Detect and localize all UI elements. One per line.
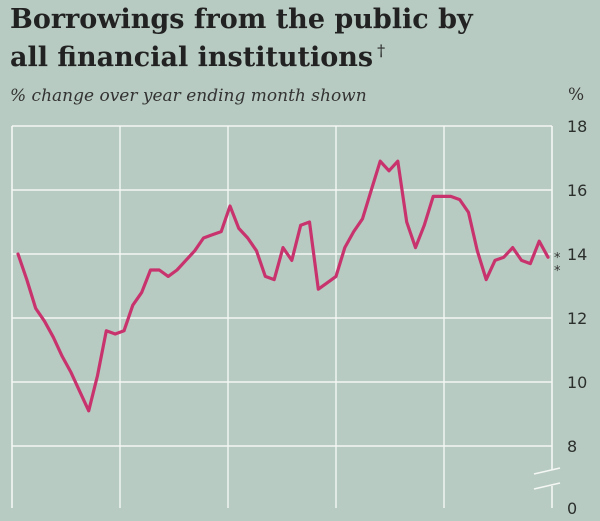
series-line-borrowings xyxy=(16,159,550,413)
chart-title: Borrowings from the public by all financ… xyxy=(10,4,530,73)
axis-break-mark-2 xyxy=(533,482,561,490)
title-line-2: all financial institutions xyxy=(10,42,374,73)
annotation-asterisk-1: * xyxy=(554,251,561,266)
annotation-group: ** xyxy=(554,251,561,279)
y-tick-label-zero: 0 xyxy=(567,499,577,518)
annotation-asterisk-2: * xyxy=(554,264,561,279)
title-dagger-mark: † xyxy=(377,41,386,60)
y-tick-label-8: 8 xyxy=(567,437,577,456)
plot-frame xyxy=(11,125,561,508)
y-tick-label-12: 12 xyxy=(567,309,587,328)
y-axis-ticks: 8 10 12 14 16 18 0 xyxy=(567,117,587,518)
y-unit-label: % xyxy=(568,85,585,105)
y-tick-label-16: 16 xyxy=(567,181,587,200)
title-line-1: Borrowings from the public by xyxy=(10,4,473,35)
y-tick-label-14: 14 xyxy=(567,245,587,264)
axis-break-mark-1 xyxy=(533,467,561,475)
grid-lines xyxy=(12,126,552,508)
chart-subtitle: % change over year ending month shown xyxy=(10,86,367,106)
series-group xyxy=(16,159,550,413)
y-tick-label-10: 10 xyxy=(567,373,587,392)
y-tick-label-18: 18 xyxy=(567,117,587,136)
